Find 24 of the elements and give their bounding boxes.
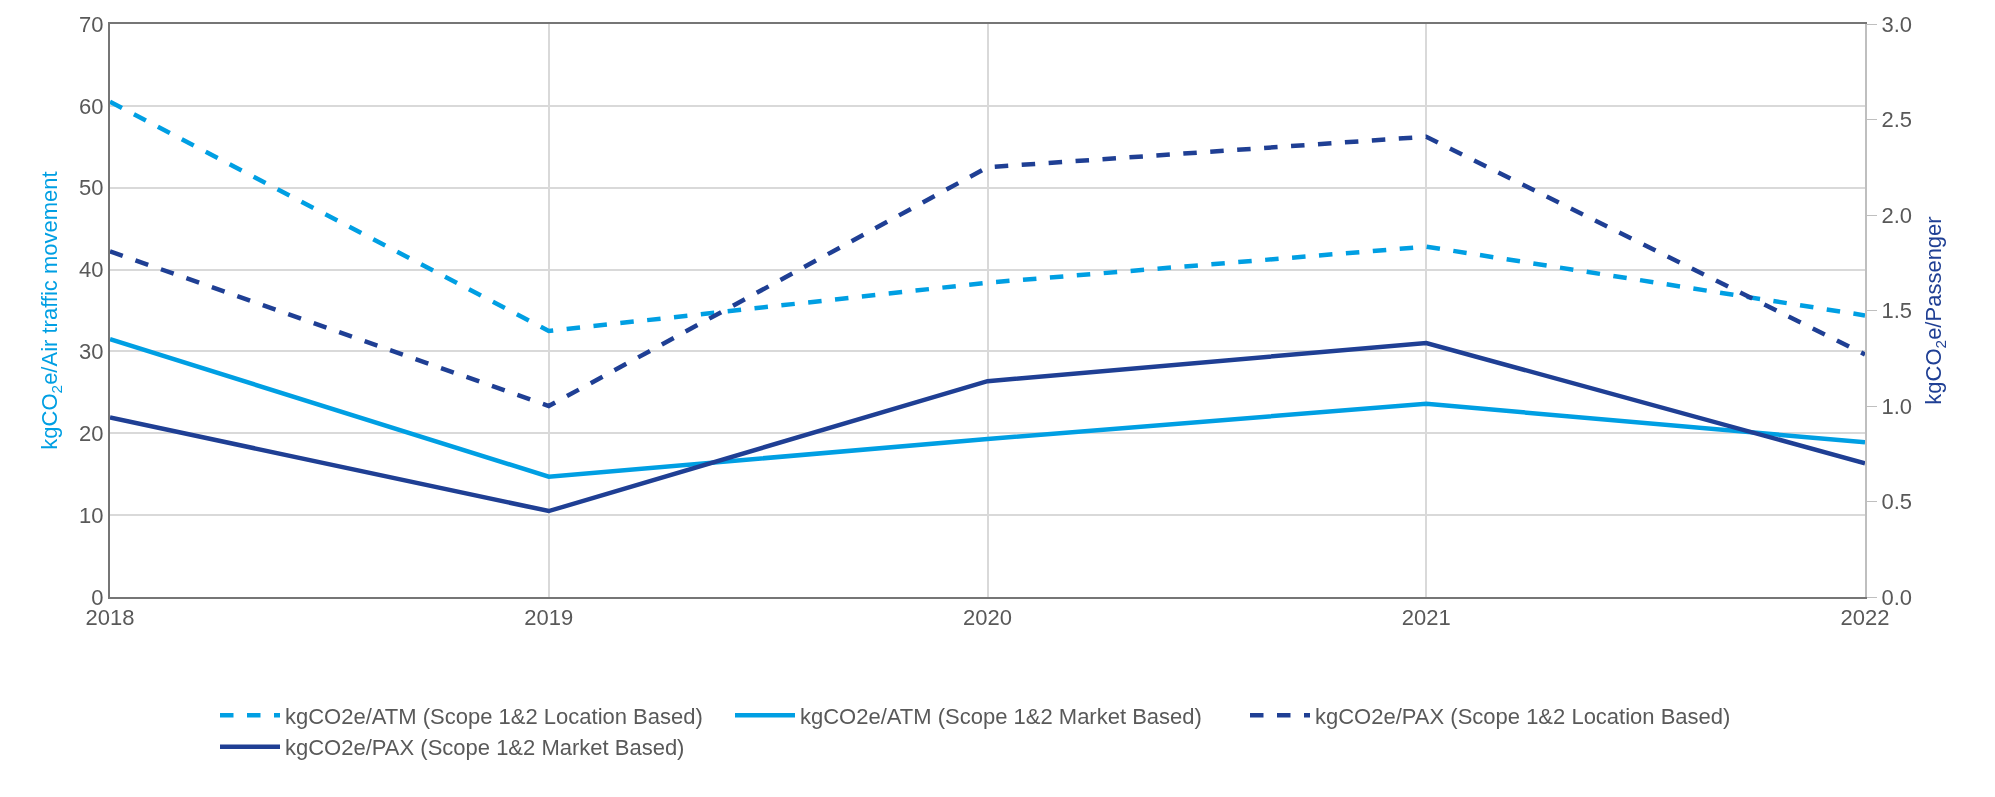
y2-tick-label: 1.0 [1881,393,1912,419]
legend-label: kgCO2e/PAX (Scope 1&2 Location Based) [1315,703,1731,729]
y-tick-label: 20 [79,420,104,446]
legend-label: kgCO2e/PAX (Scope 1&2 Market Based) [285,735,685,761]
y2-tick-label: 0.5 [1881,489,1912,515]
line-series [110,99,1865,334]
y-tick-label: 60 [79,93,104,119]
line-series [110,134,1865,409]
y-tick-label: 10 [79,502,104,528]
legend-label: kgCO2e/ATM (Scope 1&2 Market Based) [800,703,1202,729]
line-series [110,340,1865,514]
line-series [110,336,1865,479]
y2-tick-label: 1.5 [1881,298,1912,324]
y-tick-label: 40 [79,257,104,283]
y-tick-label: 50 [79,175,104,201]
x-tick-label: 2021 [1401,605,1451,631]
y2-tick-label: 2.5 [1881,107,1912,133]
y2-tick-label: 3.0 [1881,11,1912,37]
legend-label: kgCO2e/ATM (Scope 1&2 Location Based) [285,703,703,729]
x-tick-label: 2019 [524,605,574,631]
y-tick-label: 30 [79,339,104,365]
y2-tick-label: 2.0 [1881,202,1912,228]
y-tick-label: 70 [79,11,104,37]
x-tick-label: 2020 [963,605,1012,631]
